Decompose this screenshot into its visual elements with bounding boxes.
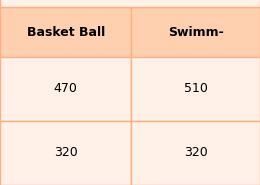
FancyBboxPatch shape bbox=[131, 7, 260, 57]
Text: Basket Ball: Basket Ball bbox=[27, 26, 105, 38]
FancyBboxPatch shape bbox=[0, 121, 131, 185]
FancyBboxPatch shape bbox=[0, 7, 131, 57]
Text: Swimm-: Swimm- bbox=[168, 26, 224, 38]
FancyBboxPatch shape bbox=[131, 121, 260, 185]
Text: 320: 320 bbox=[184, 147, 207, 159]
FancyBboxPatch shape bbox=[131, 57, 260, 121]
Text: 470: 470 bbox=[54, 83, 77, 95]
Text: 510: 510 bbox=[184, 83, 207, 95]
FancyBboxPatch shape bbox=[0, 0, 260, 7]
Text: 320: 320 bbox=[54, 147, 77, 159]
FancyBboxPatch shape bbox=[0, 57, 131, 121]
